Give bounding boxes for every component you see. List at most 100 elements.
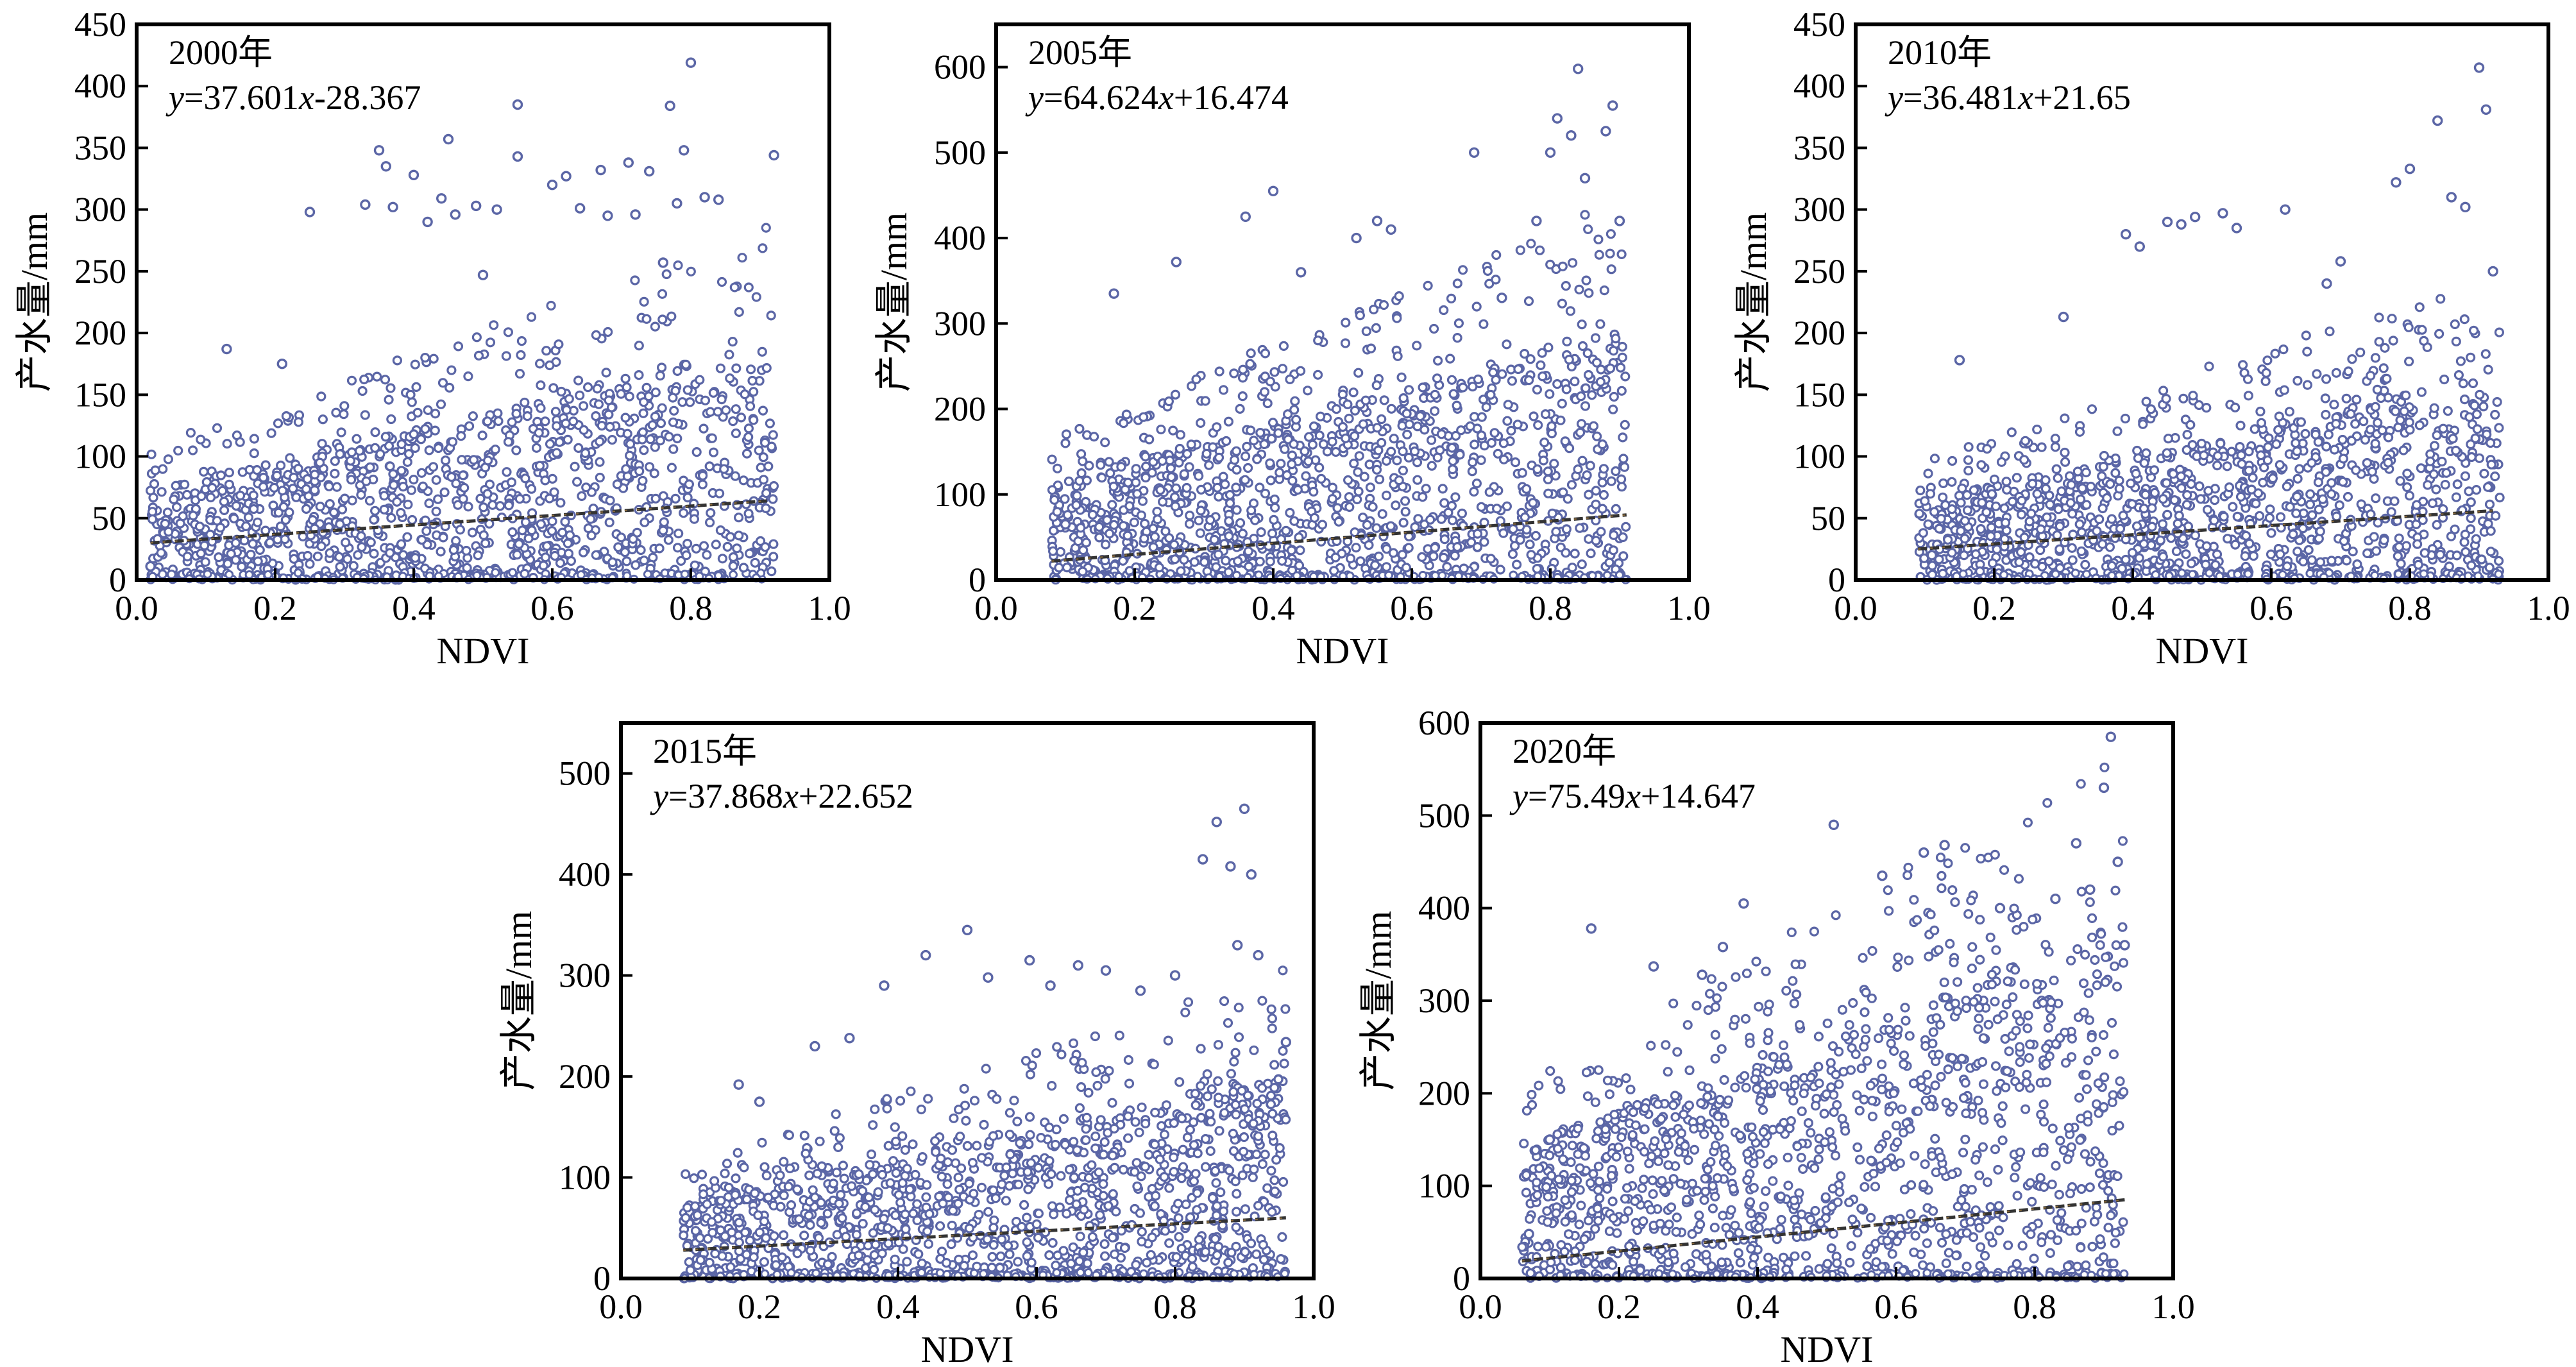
scatter-point (1398, 446, 1408, 457)
scatter-point (2087, 404, 2097, 414)
scatter-point (2271, 439, 2282, 450)
scatter-point (674, 528, 684, 539)
scatter-point (1123, 477, 1133, 488)
scatter-point (1498, 438, 1509, 448)
scatter-point (1369, 304, 1379, 315)
scatter-point (663, 535, 674, 545)
scatter-point (2451, 336, 2461, 347)
scatter-point (1074, 423, 1085, 434)
scatter-point (396, 439, 407, 450)
scatter-point (1585, 461, 1595, 471)
scatter-point (438, 532, 448, 543)
scatter-point (2419, 548, 2430, 558)
scatter-point (1448, 389, 1459, 399)
scatter-point (1355, 310, 1365, 321)
scatter-point (702, 550, 712, 560)
scatter-point (158, 464, 168, 474)
scatter-point (578, 547, 589, 557)
scatter-point (2296, 417, 2306, 427)
scatter-point (1604, 557, 1614, 568)
scatter-point (1577, 559, 1587, 570)
scatter-point (1533, 420, 1543, 430)
scatter-point (2321, 441, 2332, 452)
scatter-point-outlier (422, 216, 433, 228)
scatter-point (2480, 349, 2491, 359)
scatter-point (538, 560, 548, 571)
scatter-point (1508, 524, 1518, 534)
scatter-point (2037, 561, 2047, 572)
scatter-point (1445, 353, 1455, 364)
scatter-point (2292, 473, 2303, 484)
scatter-point (1370, 560, 1380, 570)
x-axis-label: NDVI (1296, 630, 1389, 672)
scatter-point (2331, 418, 2341, 429)
scatter-point (1231, 1222, 1241, 1232)
scatter-point (2331, 368, 2341, 378)
scatter-point (630, 275, 640, 285)
scatter-point (402, 457, 412, 467)
scatter-point (1156, 424, 1166, 435)
scatter-point (396, 466, 407, 476)
scatter-point (672, 433, 682, 444)
scatter-point (1963, 442, 1974, 452)
scatter-point (2235, 491, 2246, 502)
scatter-point (2419, 569, 2428, 579)
scatter-point (2384, 432, 2394, 443)
scatter-point (1543, 488, 1554, 498)
scatter-point (1368, 502, 1378, 512)
scatter-point (704, 517, 715, 528)
scatter-point-outlier (1371, 216, 1383, 226)
scatter-point (1353, 486, 1364, 497)
scatter-point (1976, 460, 1987, 470)
scatter-point (758, 475, 769, 485)
y-axis-label: 产水量/mm (13, 212, 55, 392)
scatter-point (2292, 491, 2302, 502)
scatter-point (1392, 455, 1402, 466)
scatter-point (1208, 442, 1218, 452)
scatter-point (1543, 474, 1553, 485)
scatter-point (1271, 1155, 1282, 1165)
scatter-point (2352, 559, 2362, 570)
scatter-point (729, 570, 738, 579)
scatter-point (1214, 491, 1224, 502)
scatter-point (1433, 355, 1443, 366)
scatter-point (2394, 541, 2404, 552)
scatter-point (1229, 455, 1240, 465)
scatter-point (2438, 504, 2448, 514)
scatter-point (597, 420, 607, 431)
scatter-point (1580, 383, 1591, 393)
scatter-point (1557, 261, 1568, 271)
scatter-point (1418, 491, 1428, 502)
scatter-point (1350, 431, 1360, 441)
scatter-point (2097, 539, 2108, 549)
scatter-point (260, 460, 271, 470)
scatter-point (2461, 547, 2471, 557)
scatter-point (643, 570, 652, 579)
scatter-point (708, 447, 719, 457)
scatter-point (1458, 265, 1468, 275)
scatter-point (1134, 1127, 1144, 1137)
scatter-point (1259, 387, 1270, 397)
scatter-point (2475, 389, 2485, 400)
scatter-point (707, 433, 717, 443)
scatter-point (756, 463, 766, 473)
y-tick-label: 100 (1793, 437, 1845, 476)
scatter-point (1372, 423, 1382, 433)
scatter-point (760, 542, 770, 552)
scatter-point (2401, 390, 2411, 401)
scatter-point (1107, 1098, 1117, 1108)
scatter-point (620, 547, 631, 557)
scatter-point (1300, 446, 1310, 457)
scatter-point (631, 560, 641, 570)
scatter-point (2388, 335, 2398, 346)
scatter-point-outlier (1108, 288, 1119, 299)
scatter-point (1276, 459, 1286, 469)
scatter-point (1316, 473, 1326, 484)
scatter-point (1561, 548, 1571, 558)
scatter-point (2050, 434, 2060, 444)
scatter-point (384, 395, 394, 405)
scatter-point (1139, 533, 1149, 544)
scatter-point (923, 1239, 934, 1249)
scatter-point (405, 389, 416, 400)
scatter-point (1513, 364, 1523, 375)
